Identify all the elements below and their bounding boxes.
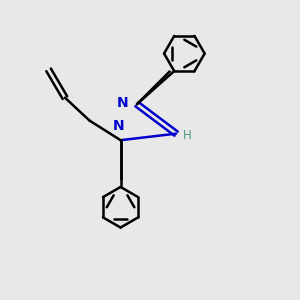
Text: H: H xyxy=(183,129,192,142)
Text: N: N xyxy=(117,96,129,110)
Text: N: N xyxy=(113,119,125,133)
